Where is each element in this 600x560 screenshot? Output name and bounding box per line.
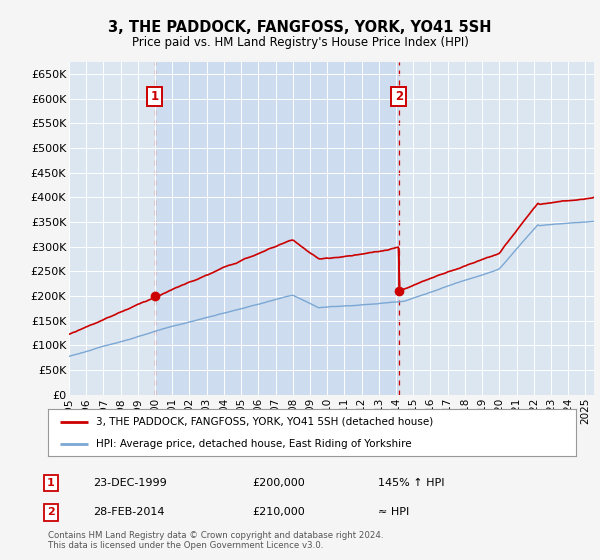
- Text: £200,000: £200,000: [252, 478, 305, 488]
- Text: ≈ HPI: ≈ HPI: [378, 507, 409, 517]
- Text: 1: 1: [47, 478, 55, 488]
- Text: 23-DEC-1999: 23-DEC-1999: [93, 478, 167, 488]
- Text: 145% ↑ HPI: 145% ↑ HPI: [378, 478, 445, 488]
- Text: 1: 1: [151, 90, 158, 103]
- Text: 2: 2: [47, 507, 55, 517]
- Text: Contains HM Land Registry data © Crown copyright and database right 2024.
This d: Contains HM Land Registry data © Crown c…: [48, 530, 383, 550]
- Text: 3, THE PADDOCK, FANGFOSS, YORK, YO41 5SH (detached house): 3, THE PADDOCK, FANGFOSS, YORK, YO41 5SH…: [95, 417, 433, 427]
- Text: HPI: Average price, detached house, East Riding of Yorkshire: HPI: Average price, detached house, East…: [95, 438, 411, 449]
- Text: £210,000: £210,000: [252, 507, 305, 517]
- Text: 28-FEB-2014: 28-FEB-2014: [93, 507, 164, 517]
- Text: 3, THE PADDOCK, FANGFOSS, YORK, YO41 5SH: 3, THE PADDOCK, FANGFOSS, YORK, YO41 5SH: [108, 20, 492, 35]
- Text: 2: 2: [395, 90, 403, 103]
- Text: Price paid vs. HM Land Registry's House Price Index (HPI): Price paid vs. HM Land Registry's House …: [131, 36, 469, 49]
- Bar: [155, 62, 399, 395]
